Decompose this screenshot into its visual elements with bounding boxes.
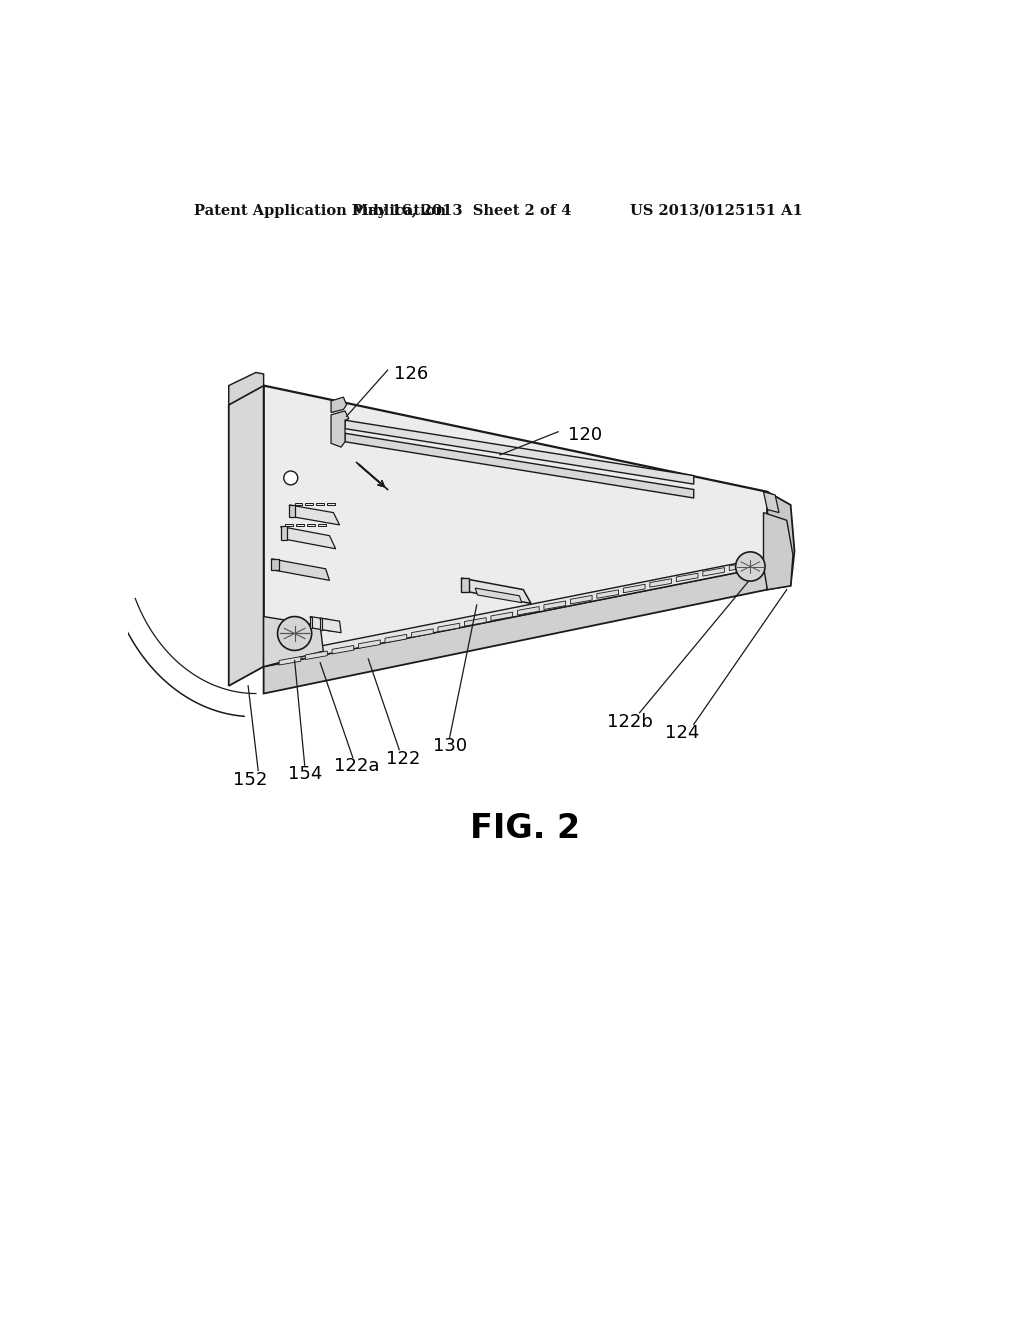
Polygon shape xyxy=(702,568,725,576)
Polygon shape xyxy=(280,656,301,665)
Circle shape xyxy=(278,616,311,651)
Text: US 2013/0125151 A1: US 2013/0125151 A1 xyxy=(630,203,802,218)
Polygon shape xyxy=(281,527,287,540)
Circle shape xyxy=(735,552,765,581)
Polygon shape xyxy=(289,506,295,517)
Polygon shape xyxy=(328,503,335,506)
Polygon shape xyxy=(316,503,324,506)
Text: 122: 122 xyxy=(386,750,420,768)
Polygon shape xyxy=(676,573,698,582)
Polygon shape xyxy=(465,618,486,626)
Polygon shape xyxy=(345,433,693,498)
Polygon shape xyxy=(307,524,314,527)
Polygon shape xyxy=(263,385,767,667)
Polygon shape xyxy=(305,651,328,660)
Polygon shape xyxy=(321,618,322,630)
Polygon shape xyxy=(228,372,263,405)
Polygon shape xyxy=(310,616,312,628)
Polygon shape xyxy=(385,635,407,643)
Polygon shape xyxy=(764,512,793,590)
Polygon shape xyxy=(296,524,304,527)
Text: May 16, 2013  Sheet 2 of 4: May 16, 2013 Sheet 2 of 4 xyxy=(351,203,571,218)
Polygon shape xyxy=(305,503,313,506)
Polygon shape xyxy=(271,558,280,570)
Text: 154: 154 xyxy=(288,766,322,783)
Circle shape xyxy=(284,471,298,484)
Polygon shape xyxy=(281,527,336,549)
Polygon shape xyxy=(544,601,565,610)
Polygon shape xyxy=(345,420,693,484)
Polygon shape xyxy=(263,557,767,667)
Polygon shape xyxy=(332,645,353,653)
Text: 120: 120 xyxy=(568,426,602,445)
Text: 130: 130 xyxy=(432,738,467,755)
Text: 122b: 122b xyxy=(607,713,653,731)
Polygon shape xyxy=(358,640,380,648)
Polygon shape xyxy=(321,618,341,632)
Text: 122a: 122a xyxy=(334,758,379,775)
Polygon shape xyxy=(729,562,751,570)
Polygon shape xyxy=(286,524,293,527)
Polygon shape xyxy=(517,607,540,615)
Text: 126: 126 xyxy=(394,364,428,383)
Polygon shape xyxy=(597,590,618,598)
Polygon shape xyxy=(412,628,433,638)
Polygon shape xyxy=(310,616,332,631)
Polygon shape xyxy=(263,616,324,667)
Polygon shape xyxy=(624,585,645,593)
Polygon shape xyxy=(461,578,469,591)
Text: Patent Application Publication: Patent Application Publication xyxy=(194,203,445,218)
Polygon shape xyxy=(475,589,521,603)
Polygon shape xyxy=(570,595,592,603)
Polygon shape xyxy=(438,623,460,632)
Polygon shape xyxy=(331,411,349,447)
Text: 152: 152 xyxy=(233,771,267,788)
Polygon shape xyxy=(289,506,340,525)
Polygon shape xyxy=(331,397,346,412)
Polygon shape xyxy=(228,385,263,686)
Polygon shape xyxy=(271,558,330,581)
Polygon shape xyxy=(767,492,795,590)
Polygon shape xyxy=(317,524,326,527)
Polygon shape xyxy=(650,578,672,587)
Polygon shape xyxy=(490,612,513,620)
Polygon shape xyxy=(764,492,779,512)
Polygon shape xyxy=(295,503,302,506)
Text: FIG. 2: FIG. 2 xyxy=(470,812,580,845)
Polygon shape xyxy=(263,566,767,693)
Polygon shape xyxy=(461,578,531,603)
Text: 124: 124 xyxy=(665,725,699,742)
